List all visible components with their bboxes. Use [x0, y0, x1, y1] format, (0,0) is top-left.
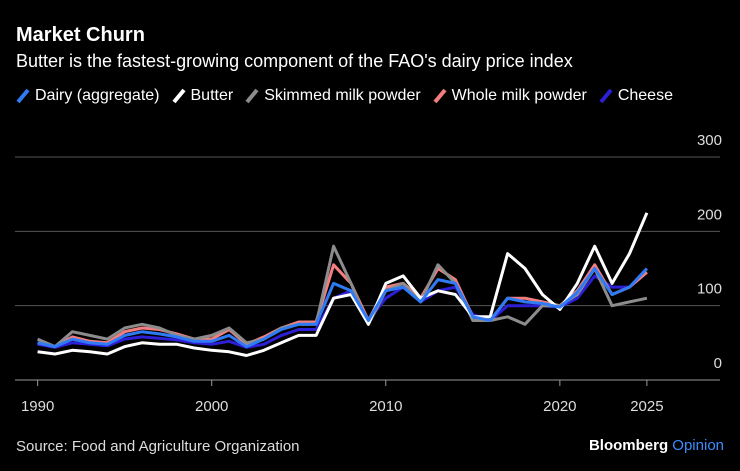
series-line [37, 271, 648, 349]
legend-icon [16, 88, 30, 104]
legend-swatch [171, 88, 186, 104]
legend-swatch [433, 88, 447, 104]
legend-label: Whole milk powder [451, 87, 587, 104]
series-line [37, 212, 649, 357]
legend-swatch [16, 88, 30, 104]
y-tick-label: 0 [714, 355, 722, 372]
legend-icon [433, 88, 447, 104]
source: Source: Food and Agriculture Organizatio… [16, 438, 300, 455]
legend-swatch [245, 88, 259, 104]
legend-item: Cheese [599, 87, 673, 105]
logo-name: Bloomberg [588, 437, 669, 454]
logo-tag: Opinion [672, 437, 724, 454]
logo: Bloomberg Opinion [589, 437, 724, 454]
legend-label: Cheese [617, 87, 673, 104]
legend-icon [171, 88, 186, 104]
subtitle: Butter is the fastest-growing component … [16, 51, 573, 71]
title: Market Churn [16, 24, 145, 46]
x-tick-label: 1990 [21, 398, 54, 415]
y-tick-label: 300 [697, 132, 722, 149]
legend-item: Whole milk powder [433, 87, 587, 105]
legend-icon [245, 88, 259, 104]
y-tick-label: 200 [697, 206, 722, 223]
legend-icon [599, 88, 613, 104]
legend-label: Butter [190, 87, 234, 104]
y-tick-label: 100 [697, 281, 722, 298]
x-tick-label: 2025 [630, 398, 663, 415]
legend-item: Butter [171, 87, 234, 105]
series-line [37, 244, 648, 349]
x-tick-label: 2010 [369, 398, 402, 415]
x-tick-label: 2000 [195, 398, 228, 415]
legend: Dairy (aggregate) Butter Skimmed milk powd… [16, 87, 706, 105]
chart: 0 100 200 300 1990 2000 2010 2020 2025 [15, 132, 722, 415]
legend-label: Skimmed milk powder [264, 87, 421, 104]
legend-item: Skimmed milk powder [245, 87, 421, 105]
legend-swatch [599, 88, 613, 104]
legend-label: Dairy (aggregate) [35, 87, 160, 104]
legend-item: Dairy (aggregate) [16, 87, 160, 105]
series-line [37, 267, 648, 349]
x-tick-label: 2020 [543, 398, 576, 415]
